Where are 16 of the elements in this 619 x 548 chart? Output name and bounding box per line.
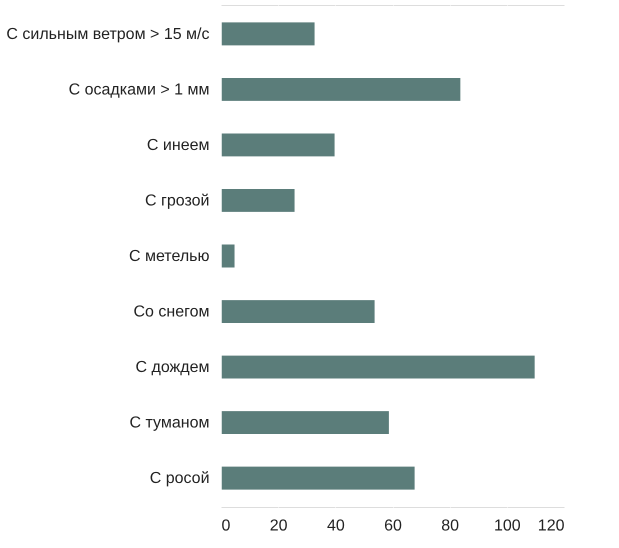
x-tick-label: 20: [270, 518, 288, 534]
x-tick-label: 100: [494, 518, 521, 534]
x-tick-label: 120: [538, 518, 565, 534]
x-tick-label: 0: [222, 518, 230, 534]
x-tick-label: 80: [441, 518, 460, 534]
y-tick-label: С метелью: [128, 248, 210, 265]
y-tick-label: С сильным ветром > 15 м/с: [6, 26, 210, 43]
y-tick-label: С туманом: [130, 414, 210, 432]
y-tick-label: С инеем: [146, 136, 210, 154]
y-tick-label: С грозой: [145, 192, 210, 210]
y-tick-label: Со снегом: [133, 304, 210, 321]
y-tick-label: С дождем: [136, 359, 210, 376]
y-tick-label: С росой: [150, 470, 210, 488]
x-tick-label: 40: [326, 518, 345, 534]
y-tick-label: С осадками > 1 мм: [68, 81, 210, 98]
x-tick-label: 60: [384, 518, 402, 534]
